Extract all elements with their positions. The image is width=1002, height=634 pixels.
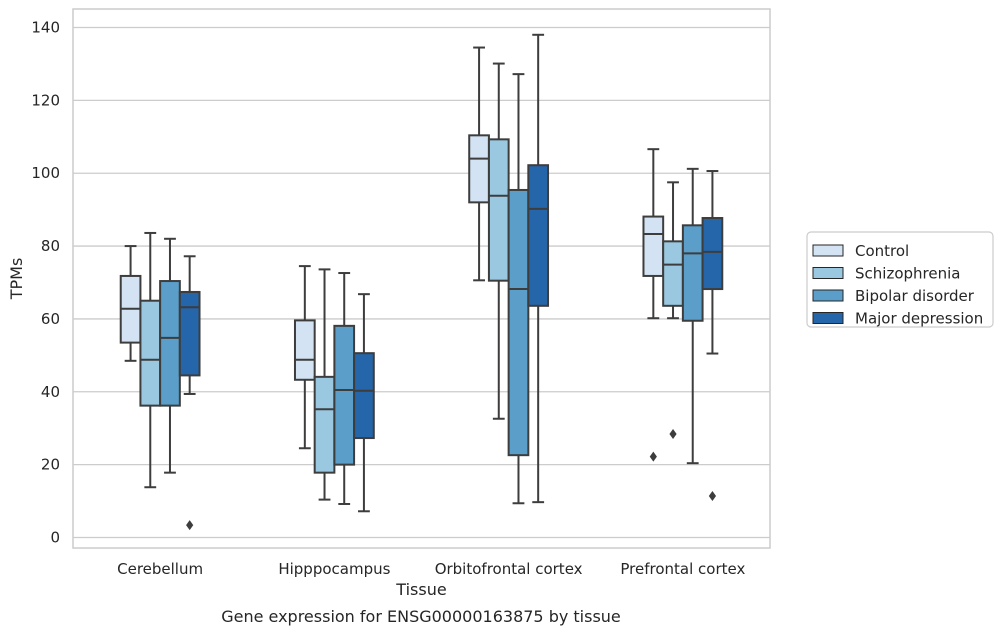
box-iqr — [507, 188, 530, 457]
y-tick-label: 60 — [41, 310, 60, 328]
y-tick-label: 120 — [31, 91, 60, 109]
legend-label: Schizophrenia — [855, 265, 960, 283]
box-iqr — [159, 280, 181, 407]
box-control — [119, 245, 142, 362]
legend-label: Major depression — [855, 310, 983, 328]
legend-frame — [806, 231, 994, 328]
y-tick-label: 100 — [31, 164, 60, 182]
x-tick-label: Cerebellum — [117, 560, 203, 578]
box-bipolar-disorder — [507, 73, 530, 505]
legend-swatch — [812, 244, 844, 257]
box-bipolar-disorder — [159, 237, 181, 474]
box-schizophrenia — [662, 181, 684, 440]
box-iqr — [139, 299, 162, 407]
outlier-point — [649, 451, 657, 462]
x-axis-label: Tissue — [395, 580, 446, 599]
box-groups — [119, 33, 724, 531]
x-tick-label: Hipppocampus — [278, 560, 390, 578]
box-iqr — [178, 290, 201, 377]
x-tick-label: Orbitofrontal cortex — [435, 560, 583, 578]
legend-swatch — [812, 289, 844, 302]
box-major-depression — [527, 33, 550, 504]
legend: Control Schizophrenia Bipolar disorder Majo… — [806, 231, 994, 328]
box-iqr — [701, 217, 724, 291]
outlier-point — [186, 520, 194, 531]
box-iqr — [468, 134, 490, 204]
box-control — [642, 148, 665, 462]
chart-caption: Gene expression for ENSG00000163875 by t… — [221, 607, 621, 626]
box-bipolar-disorder — [333, 272, 356, 505]
outlier-point — [669, 429, 677, 440]
outlier-point — [708, 490, 717, 501]
legend-label: Bipolar disorder — [855, 287, 975, 305]
box-iqr — [333, 324, 356, 466]
box-schizophrenia — [139, 231, 162, 489]
x-tick-label: Prefrontal cortex — [620, 560, 745, 578]
y-axis-ticks: 0 20 40 60 80 100 120 140 — [31, 19, 60, 547]
y-tick-label: 0 — [50, 529, 60, 547]
y-tick-label: 80 — [41, 237, 60, 255]
box-major-depression — [353, 293, 375, 513]
y-tick-label: 20 — [41, 456, 60, 474]
legend-swatch — [812, 312, 844, 324]
y-tick-label: 140 — [31, 19, 60, 37]
box-major-depression — [178, 255, 201, 531]
box-iqr — [487, 138, 510, 282]
box-major-depression — [701, 170, 724, 501]
box-iqr — [527, 164, 550, 307]
plot-frame — [72, 8, 771, 549]
box-control — [468, 46, 490, 282]
box-iqr — [642, 215, 665, 277]
box-bipolar-disorder — [681, 167, 704, 465]
box-iqr — [681, 224, 704, 322]
legend-swatch — [812, 267, 844, 279]
y-axis-label: TPMs — [7, 258, 26, 301]
box-schizophrenia — [313, 268, 336, 501]
x-axis-ticks: Cerebellum Hipppocampus Orbitofrontal cort… — [117, 560, 745, 578]
box-schizophrenia — [487, 62, 510, 420]
box-iqr — [313, 375, 336, 474]
legend-label: Control — [855, 242, 909, 260]
box-iqr — [353, 352, 375, 440]
box-control — [293, 265, 316, 450]
y-tick-label: 40 — [41, 383, 60, 401]
box-iqr — [662, 240, 684, 307]
box-iqr — [293, 319, 316, 381]
